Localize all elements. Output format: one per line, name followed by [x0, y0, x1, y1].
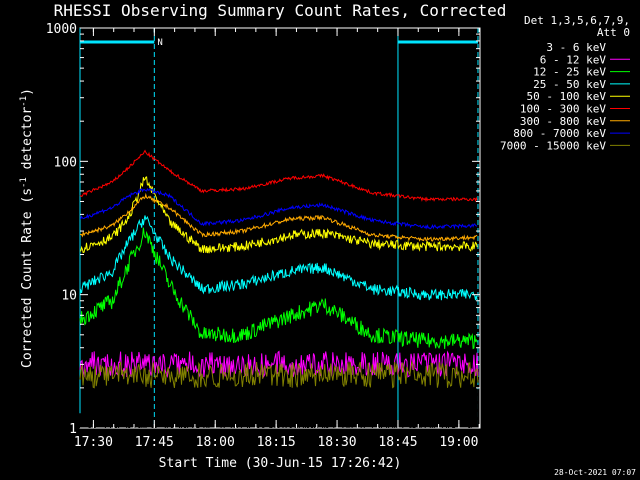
legend-entry-label: 6 - 12 keV: [540, 53, 607, 66]
series-3-6-keV-kev: [79, 388, 479, 428]
chart-title: RHESSI Observing Summary Count Rates, Co…: [54, 1, 507, 20]
y-axis-label: Corrected Count Rate (s-1 detector-1): [19, 88, 35, 368]
y-tick-label: 1000: [46, 22, 77, 37]
series-line: [79, 388, 479, 428]
time-markers: N: [79, 28, 479, 428]
series-6-12-keV-kev: [79, 350, 479, 379]
series-800-7000-keV-kev: [79, 188, 478, 230]
x-tick-label: 17:45: [135, 435, 174, 450]
series-line: [79, 176, 478, 254]
x-axis-ticks: 17:30 17:45 18:00 18:15 18:30 18:45 19:00: [74, 28, 480, 450]
legend-entry-label: 100 - 300 keV: [520, 103, 606, 116]
x-tick-label: 19:00: [439, 435, 478, 450]
legend-header-detectors: Det 1,3,5,6,7,9,: [524, 14, 630, 27]
x-tick-label: 18:45: [378, 435, 417, 450]
series-7000-15000-keV-kev: [79, 360, 479, 389]
y-axis-ticks: 1 10 100 1000: [46, 22, 480, 437]
series-layer: [79, 149, 479, 428]
series-50-100-keV-kev: [79, 176, 478, 254]
y-tick-label: 10: [61, 289, 77, 304]
series-line: [79, 149, 478, 203]
series-100-300-keV-kev: [79, 149, 478, 203]
x-tick-label: 18:30: [317, 435, 356, 450]
series-12-25-keV-kev: [79, 227, 478, 350]
series-line: [80, 192, 478, 243]
legend-header-attenuator: Att 0: [597, 26, 630, 39]
series-line: [79, 350, 479, 379]
series-line: [79, 215, 478, 301]
series-line: [79, 188, 478, 230]
series-line: [79, 227, 478, 350]
legend-entry-label: 7000 - 15000 keV: [500, 139, 606, 152]
legend-entry-label: 300 - 800 keV: [520, 115, 606, 128]
series-25-50-keV-kev: [79, 215, 478, 301]
x-tick-label: 18:00: [196, 435, 235, 450]
y-tick-label: 100: [54, 155, 77, 170]
y-tick-label: 1: [69, 422, 77, 437]
legend-entry-label: 50 - 100 keV: [527, 90, 607, 103]
legend-entry-label: 3 - 6 keV: [546, 41, 606, 54]
generation-timestamp: 28-Oct-2021 07:07: [554, 468, 636, 477]
x-axis-label: Start Time (30-Jun-15 17:26:42): [159, 456, 402, 471]
legend-entry-label: 25 - 50 keV: [533, 78, 606, 91]
legend-entry-label: 800 - 7000 keV: [513, 127, 606, 140]
legend-entry-label: 12 - 25 keV: [533, 66, 606, 79]
series-300-800-keV-kev: [80, 192, 478, 243]
flag-label: N: [157, 38, 162, 48]
series-line: [79, 360, 479, 389]
x-tick-label: 18:15: [257, 435, 296, 450]
x-tick-label: 17:30: [74, 435, 113, 450]
